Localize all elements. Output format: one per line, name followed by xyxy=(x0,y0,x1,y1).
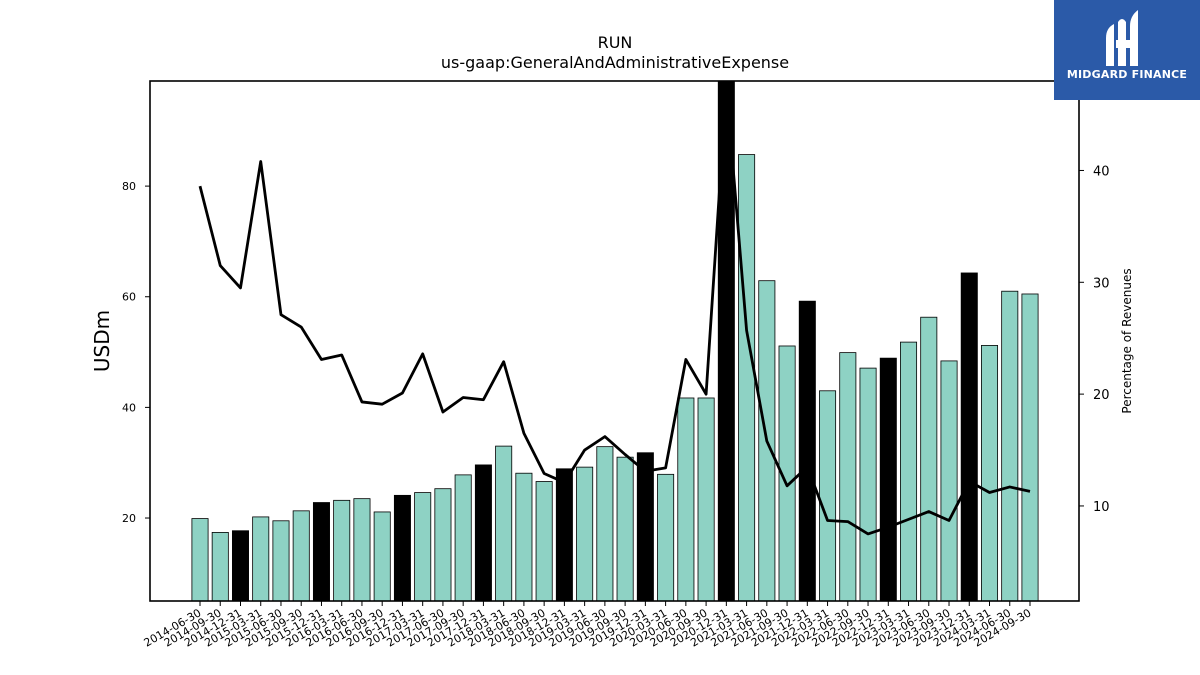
bar-2023-09-30 xyxy=(940,360,958,602)
bar-2018-03-31 xyxy=(495,445,513,602)
bar-2019-12-31 xyxy=(636,452,654,602)
bar-2022-12-31 xyxy=(879,357,897,602)
bar-2022-06-30 xyxy=(839,352,857,602)
percentage-line xyxy=(198,85,1031,536)
y-tick-label-left: 60 xyxy=(122,291,136,304)
bar-2016-09-30 xyxy=(373,511,391,602)
bar-2017-12-31 xyxy=(474,464,492,602)
bar-2024-03-31 xyxy=(981,345,999,602)
y-tick-label-left: 80 xyxy=(122,180,136,193)
y-tick-label-right: 20 xyxy=(1093,388,1110,403)
x-axis: 2014-06-302014-09-302014-12-312015-03-31… xyxy=(142,601,1034,650)
bar-2018-06-30 xyxy=(515,472,533,602)
chart-title: RUN xyxy=(598,33,633,52)
midgard-logo: MIDGARD FINANCE xyxy=(1054,0,1200,100)
y-tick-label-right: 30 xyxy=(1093,276,1110,291)
bar-2020-06-30 xyxy=(677,397,695,602)
y-tick-label-left: 40 xyxy=(122,401,136,414)
line-group xyxy=(198,85,1031,536)
bar-2023-06-30 xyxy=(920,316,938,602)
bar-2015-09-30 xyxy=(292,510,310,602)
bar-2017-09-30 xyxy=(454,474,472,602)
bar-2015-06-30 xyxy=(272,520,290,602)
bar-2020-09-30 xyxy=(697,397,715,602)
bar-2016-03-31 xyxy=(333,499,351,602)
y-axis-right: 10 20 30 40 xyxy=(1079,164,1110,515)
bar-2014-09-30 xyxy=(211,532,229,602)
bar-2018-09-30 xyxy=(535,481,553,602)
bar-2015-12-31 xyxy=(312,502,330,602)
bar-2021-12-31 xyxy=(798,300,816,602)
midgard-mark-icon xyxy=(1106,10,1138,66)
bar-2023-12-31 xyxy=(960,272,978,602)
bar-2024-09-30 xyxy=(1021,293,1039,602)
y-axis-label-right: Percentage of Revenues xyxy=(1120,268,1134,413)
bar-2017-06-30 xyxy=(434,488,452,602)
bar-2019-06-30 xyxy=(596,446,614,602)
bar-2014-12-31 xyxy=(231,530,249,602)
bar-2015-03-31 xyxy=(252,516,270,602)
bar-2023-03-31 xyxy=(900,341,918,602)
bar-2024-06-30 xyxy=(1001,290,1019,602)
logo-text: MIDGARD FINANCE xyxy=(1066,68,1188,81)
bar-2018-12-31 xyxy=(555,468,573,602)
y-tick-label-right: 40 xyxy=(1093,164,1110,179)
bar-2017-03-31 xyxy=(414,492,432,602)
bar-group xyxy=(191,80,1039,602)
y-tick-label-right: 10 xyxy=(1093,500,1110,515)
bar-2022-09-30 xyxy=(859,367,877,602)
bar-2019-09-30 xyxy=(616,456,634,602)
chart-subtitle: us-gaap:GeneralAndAdministrativeExpense xyxy=(441,53,789,72)
bar-2016-12-31 xyxy=(393,494,411,602)
bar-2014-06-30 xyxy=(191,518,209,602)
bar-2022-03-31 xyxy=(819,390,837,602)
y-axis-label-left: USDm xyxy=(90,310,114,372)
bar-2021-03-31 xyxy=(738,154,756,602)
y-tick-label-left: 20 xyxy=(122,512,136,525)
y-axis-left: 20 40 60 80 xyxy=(122,180,150,525)
bar-2019-03-31 xyxy=(576,466,594,602)
bar-2020-03-31 xyxy=(657,473,675,602)
bar-2016-06-30 xyxy=(353,498,371,602)
plot-frame xyxy=(149,80,1080,602)
